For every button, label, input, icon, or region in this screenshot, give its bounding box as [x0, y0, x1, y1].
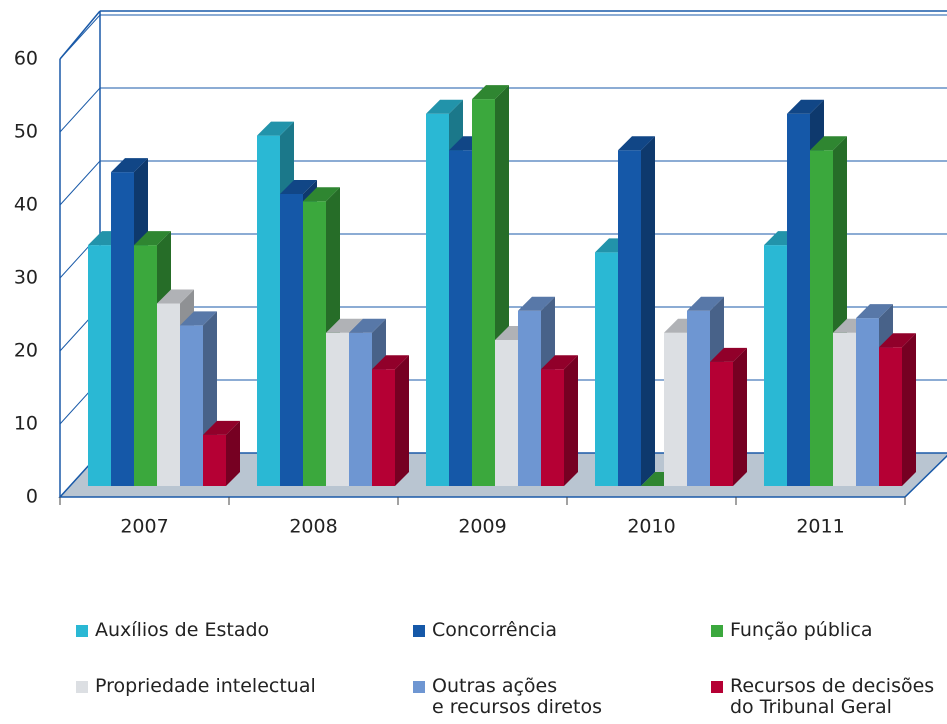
bar-top: [303, 187, 340, 202]
bar-front: [472, 99, 495, 486]
y-tick-label: 0: [26, 486, 38, 508]
bar-top: [180, 311, 217, 326]
bar-front: [180, 325, 203, 486]
bar: [203, 420, 240, 486]
y-tick-label: 40: [14, 194, 38, 216]
bar-front: [134, 245, 157, 486]
bar-top: [349, 318, 386, 333]
legend-item: Concorrência: [413, 619, 557, 641]
bar-top: [372, 355, 409, 370]
x-tick-label: 2011: [796, 516, 844, 538]
y-tick-label: 20: [14, 340, 38, 362]
legend-item: Recursos de decisões do Tribunal Geral: [711, 675, 935, 718]
x-tick-label: 2010: [627, 516, 675, 538]
bar-top: [856, 304, 893, 319]
legend-swatch: [711, 625, 723, 637]
legend-label: Concorrência: [432, 619, 557, 641]
legend-label: Outras ações e recursos diretos: [432, 675, 602, 718]
legend-item: Propriedade intelectual: [76, 675, 316, 697]
bar-top: [280, 180, 317, 194]
bar-front: [111, 172, 134, 486]
bar-top: [518, 296, 555, 311]
bar-top: [541, 355, 578, 370]
bar-front: [764, 245, 787, 486]
bar-top: [810, 136, 847, 151]
bar-front: [280, 194, 303, 486]
legend-swatch: [413, 625, 425, 637]
x-tick-label: 2007: [120, 516, 168, 538]
bar-side: [395, 355, 409, 486]
bar-front: [856, 318, 879, 486]
legend-label: Auxílios de Estado: [95, 619, 270, 641]
legend-item: Auxílios de Estado: [76, 619, 270, 641]
bar-front: [710, 361, 733, 486]
bar-front: [833, 332, 856, 486]
bar-top: [787, 99, 824, 114]
y-tick-label: 30: [14, 267, 38, 289]
legend-item: Outras ações e recursos diretos: [413, 675, 602, 718]
y-tick-label: 10: [14, 413, 38, 435]
bar-front: [349, 332, 372, 486]
y-tick-label: 60: [14, 48, 38, 70]
bar-top: [687, 296, 724, 311]
bar-front: [518, 310, 541, 486]
bar-top: [134, 231, 171, 246]
bar-front: [879, 347, 902, 486]
legend-swatch: [711, 681, 723, 693]
grid-line: [59, 14, 947, 60]
bar-front: [495, 340, 518, 486]
legend-label: Função pública: [730, 619, 873, 641]
bar-top: [618, 136, 655, 151]
bar: [879, 333, 916, 486]
bar-front: [541, 369, 564, 486]
bar-front: [303, 201, 326, 487]
legend-label: Propriedade intelectual: [95, 675, 316, 697]
bar-front: [326, 332, 349, 486]
grid-line: [59, 87, 947, 133]
bar-top: [879, 333, 916, 348]
bar-front: [787, 113, 810, 486]
legend-swatch: [413, 681, 425, 693]
bar-top: [326, 318, 363, 333]
x-tick-label: 2009: [458, 516, 506, 538]
bar-front: [88, 245, 111, 486]
bar-top: [203, 420, 240, 435]
bar-front: [595, 252, 618, 486]
bar-top: [257, 121, 294, 136]
legend-swatch: [76, 681, 88, 693]
bar-top: [426, 99, 463, 114]
y-tick-label: 50: [14, 121, 38, 143]
bar: [541, 355, 578, 486]
bar-front: [618, 150, 641, 486]
legend-label: Recursos de decisões do Tribunal Geral: [730, 675, 935, 718]
bar-top: [710, 347, 747, 362]
bar-side: [902, 333, 916, 486]
bar: [372, 355, 409, 486]
bar-top: [472, 85, 509, 100]
bar-top: [157, 289, 194, 304]
bar: [618, 136, 655, 486]
bar-top: [111, 158, 148, 173]
bar-front: [372, 369, 395, 486]
bar-front: [687, 310, 710, 486]
bar-side: [564, 355, 578, 486]
grid-line: [59, 160, 947, 206]
bar-front: [810, 150, 833, 486]
bar-side: [733, 347, 747, 486]
bar-side: [226, 420, 240, 486]
bar-front: [157, 303, 180, 486]
legend-item: Função pública: [711, 619, 873, 641]
bar-front: [426, 113, 449, 486]
bar-front: [257, 135, 280, 486]
bar-side: [641, 136, 655, 486]
bar-front: [203, 434, 226, 486]
bar: [710, 347, 747, 486]
bar-front: [664, 332, 687, 486]
legend-swatch: [76, 625, 88, 637]
bar-front: [449, 150, 472, 486]
x-tick-label: 2008: [289, 516, 337, 538]
